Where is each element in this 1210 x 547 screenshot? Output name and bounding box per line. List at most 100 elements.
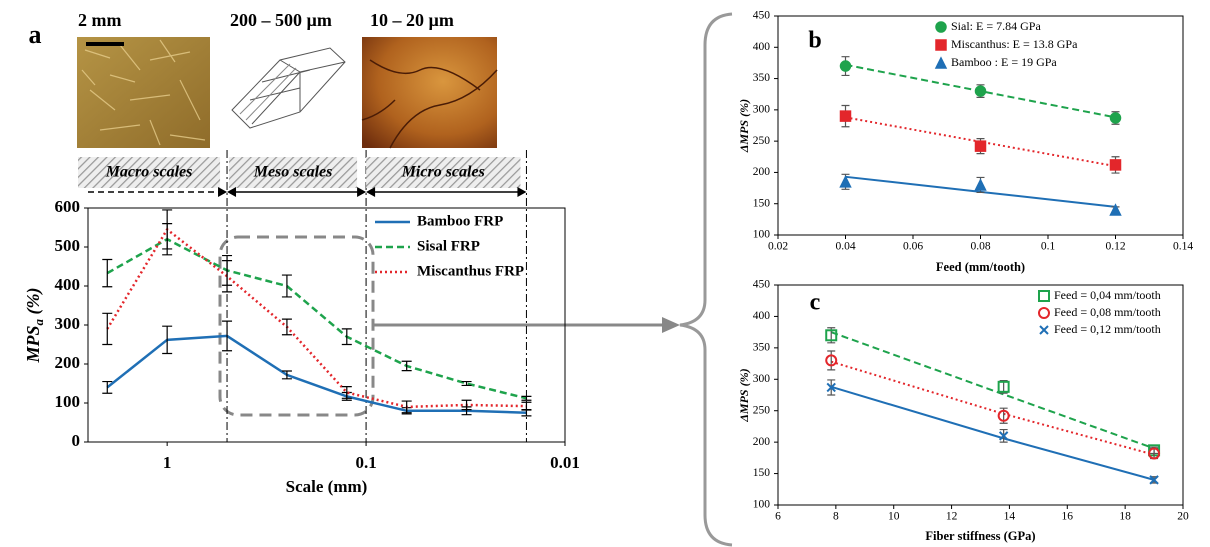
error-bar xyxy=(281,370,292,380)
error-bar xyxy=(401,400,412,414)
arrow-head xyxy=(218,187,228,197)
error-bar xyxy=(281,318,292,336)
trend-line xyxy=(830,331,1155,450)
error-bar xyxy=(827,350,836,371)
error-bar xyxy=(222,320,233,352)
y-tick-label: 300 xyxy=(753,103,771,115)
x-tick-label: 0.12 xyxy=(1105,241,1125,253)
marker xyxy=(935,21,947,33)
brace xyxy=(679,12,733,547)
y-label-main: MPS xyxy=(23,325,43,363)
y-axis-label: ΔMPS (%) xyxy=(737,368,751,422)
x-tick-label: 16 xyxy=(1062,511,1074,523)
x-tick-label: 6 xyxy=(775,511,781,523)
x-axis-label: Scale (mm) xyxy=(286,477,368,496)
legend-label: Bamboo : E = 19 GPa xyxy=(951,55,1057,69)
arrow-head xyxy=(662,317,680,333)
series-line xyxy=(106,334,527,414)
marker xyxy=(1109,112,1122,124)
marker xyxy=(1038,307,1050,319)
x-axis-label: Feed (mm/tooth) xyxy=(936,260,1025,274)
marker xyxy=(1109,159,1122,171)
legend-label: Miscanthus: E = 13.8 GPa xyxy=(951,37,1078,51)
marker xyxy=(935,39,947,51)
y-tick-label: 400 xyxy=(753,41,771,53)
y-tick-label: 400 xyxy=(753,310,771,322)
series-line xyxy=(106,237,527,400)
y-tick-label: 250 xyxy=(753,404,771,416)
error-bar xyxy=(341,386,352,399)
trend-line xyxy=(845,116,1116,168)
scale-label: Meso scales xyxy=(253,164,333,181)
x-tick-label: 0.14 xyxy=(1173,241,1193,253)
scale-label: Macro scales xyxy=(105,164,193,181)
x-tick-label: 18 xyxy=(1119,511,1131,523)
x-tick-label: 10 xyxy=(888,511,900,523)
error-bar xyxy=(401,360,412,372)
marker xyxy=(997,409,1010,422)
error-bar xyxy=(521,401,532,411)
error-bar xyxy=(521,395,532,401)
y-tick-label: 100 xyxy=(753,229,771,241)
x-tick-label: 8 xyxy=(833,511,839,523)
scale-banner xyxy=(366,157,521,188)
marker xyxy=(1149,475,1159,485)
y-tick-label: 0 xyxy=(72,431,81,450)
image-label: 200 – 500 µm xyxy=(230,10,332,30)
series-line xyxy=(106,227,527,409)
marker xyxy=(934,56,948,69)
y-tick-label: 100 xyxy=(55,392,81,411)
x-axis-label: Fiber stiffness (GPa) xyxy=(925,529,1035,543)
schematic-meso xyxy=(231,47,346,129)
marker xyxy=(825,354,838,367)
legend-label: Sisal FRP xyxy=(417,238,480,254)
scale-label: Micro scales xyxy=(401,164,485,181)
marker xyxy=(974,85,987,97)
error-bar xyxy=(162,325,173,355)
y-tick-label: 250 xyxy=(753,135,771,147)
marker xyxy=(1039,325,1049,335)
image-label: 10 – 20 µm xyxy=(370,10,454,30)
legend-label: Bamboo FRP xyxy=(417,213,503,229)
x-tick-label: 12 xyxy=(946,511,958,523)
marker xyxy=(826,382,836,393)
x-tick-label: 0.1 xyxy=(1041,241,1056,253)
photo-micro xyxy=(361,37,498,149)
scale-banner xyxy=(78,157,221,188)
y-axis-label: MPSa (%) xyxy=(23,288,46,364)
y-tick-label: 450 xyxy=(753,279,771,291)
error-bar xyxy=(102,258,113,288)
panel-label: c xyxy=(810,290,821,316)
marker xyxy=(839,110,852,122)
error-bar xyxy=(102,380,113,394)
error-bar xyxy=(222,260,233,293)
x-tick-label: 0.08 xyxy=(970,241,990,253)
x-tick-label: 0.06 xyxy=(903,241,923,253)
panel-label: b xyxy=(808,28,821,54)
marker xyxy=(998,431,1009,441)
error-bar xyxy=(461,399,472,411)
legend-label: Feed = 0,08 mm/tooth xyxy=(1054,305,1161,319)
arrow-head xyxy=(366,187,376,197)
x-tick-label: 0.04 xyxy=(835,241,855,253)
y-tick-label: 450 xyxy=(753,10,771,22)
marker xyxy=(1148,447,1161,460)
y-tick-label: 350 xyxy=(753,341,771,353)
marker xyxy=(839,60,852,72)
error-bar xyxy=(281,274,292,298)
marker xyxy=(839,175,852,188)
plot-frame xyxy=(777,284,1184,506)
x-tick-label: 0.1 xyxy=(355,453,376,472)
y-tick-label: 500 xyxy=(55,236,81,255)
y-label-sub: a xyxy=(31,318,46,325)
y-tick-label: 200 xyxy=(753,166,771,178)
y-tick-label: 400 xyxy=(55,275,81,294)
y-tick-label: 100 xyxy=(753,499,771,511)
y-label-unit: (%) xyxy=(23,288,44,319)
marker xyxy=(974,140,987,152)
marker xyxy=(974,178,987,191)
error-bar xyxy=(102,312,113,346)
arrow-head xyxy=(227,187,237,197)
x-tick-label: 20 xyxy=(1177,511,1189,523)
